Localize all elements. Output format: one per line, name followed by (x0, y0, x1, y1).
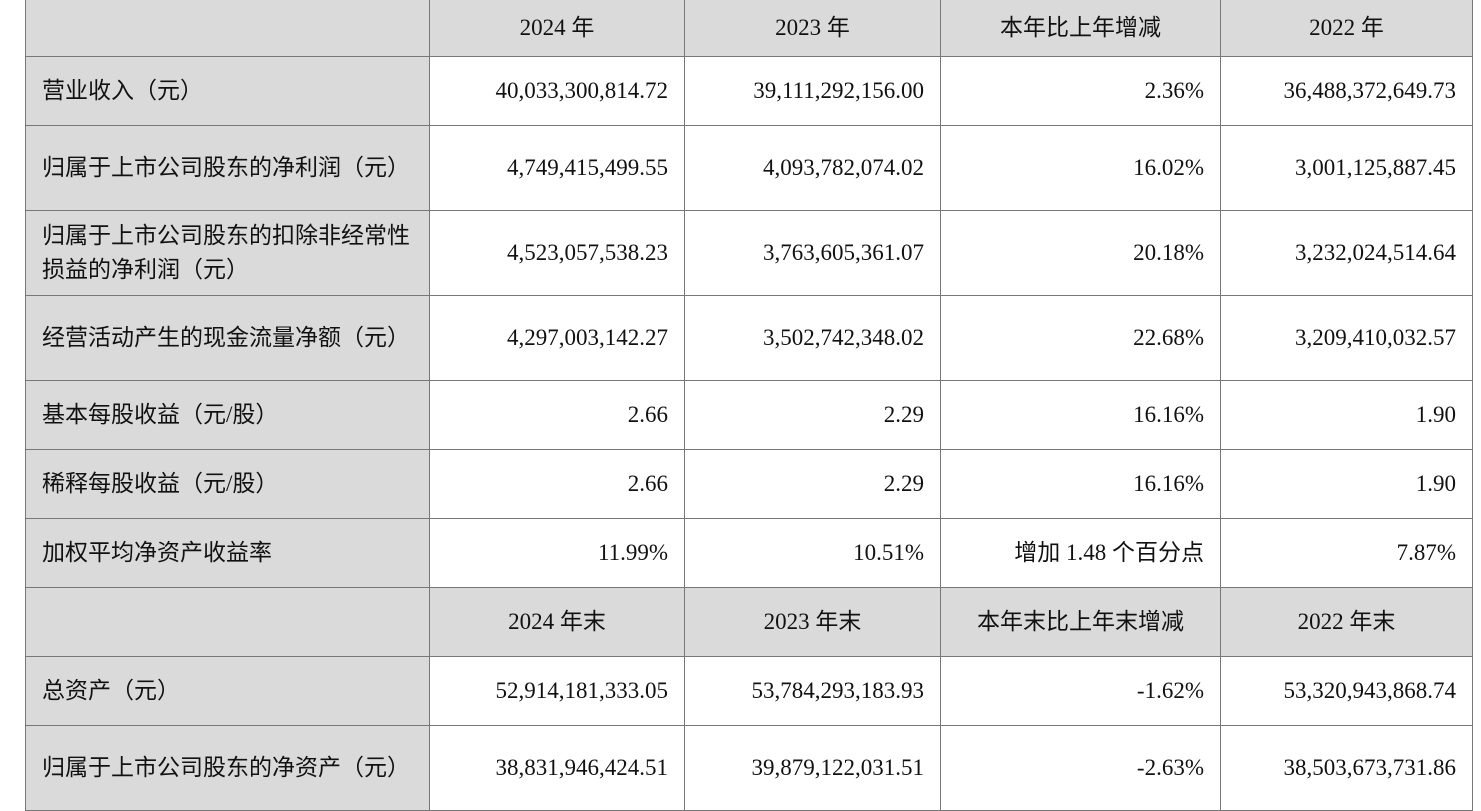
column-header: 2024 年 (429, 0, 685, 57)
row-label: 归属于上市公司股东的扣除非经常性损益的净利润（元） (25, 210, 430, 296)
cell-value: 3,232,024,514.64 (1220, 210, 1473, 296)
table-row: 基本每股收益（元/股） 2.66 2.29 16.16% 1.90 (25, 380, 1473, 450)
row-label: 基本每股收益（元/股） (25, 380, 430, 450)
cell-value: 4,093,782,074.02 (684, 125, 941, 211)
table-row: 归属于上市公司股东的扣除非经常性损益的净利润（元） 4,523,057,538.2… (25, 210, 1473, 296)
column-header: 2023 年末 (684, 587, 941, 657)
cell-value: 3,001,125,887.45 (1220, 125, 1473, 211)
column-header: 2022 年 (1220, 0, 1473, 57)
cell-value: -2.63% (940, 725, 1221, 811)
cell-value: 16.02% (940, 125, 1221, 211)
table-row: 归属于上市公司股东的净利润（元） 4,749,415,499.55 4,093,78… (25, 125, 1473, 211)
table-row: 稀释每股收益（元/股） 2.66 2.29 16.16% 1.90 (25, 449, 1473, 519)
cell-value: 20.18% (940, 210, 1221, 296)
row-label: 稀释每股收益（元/股） (25, 449, 430, 519)
row-label: 营业收入（元） (25, 56, 430, 126)
cell-value: 1.90 (1220, 449, 1473, 519)
cell-value: 3,502,742,348.02 (684, 295, 941, 381)
row-label: 归属于上市公司股东的净资产（元） (25, 725, 430, 811)
cell-value: 2.29 (684, 380, 941, 450)
cell-value: 1.90 (1220, 380, 1473, 450)
cell-value: 增加 1.48 个百分点 (940, 518, 1221, 588)
cell-value: 22.68% (940, 295, 1221, 381)
cell-value: 4,749,415,499.55 (429, 125, 685, 211)
column-header: 2024 年末 (429, 587, 685, 657)
row-label: 归属于上市公司股东的净利润（元） (25, 125, 430, 211)
cell-value: 39,111,292,156.00 (684, 56, 941, 126)
cell-value: 4,523,057,538.23 (429, 210, 685, 296)
cell-value: 2.66 (429, 380, 685, 450)
cell-value: 10.51% (684, 518, 941, 588)
cell-value: 39,879,122,031.51 (684, 725, 941, 811)
table-row: 加权平均净资产收益率 11.99% 10.51% 增加 1.48 个百分点 7.87% (25, 518, 1473, 588)
row-label: 经营活动产生的现金流量净额（元） (25, 295, 430, 381)
header-row: 2024 年末 2023 年末 本年末比上年末增减 2022 年末 (25, 587, 1473, 657)
cell-value: -1.62% (940, 656, 1221, 726)
cell-value: 2.66 (429, 449, 685, 519)
cell-value: 4,297,003,142.27 (429, 295, 685, 381)
column-header (25, 587, 430, 657)
row-label: 加权平均净资产收益率 (25, 518, 430, 588)
cell-value: 38,831,946,424.51 (429, 725, 685, 811)
cell-value: 2.29 (684, 449, 941, 519)
column-header: 2023 年 (684, 0, 941, 57)
column-header: 2022 年末 (1220, 587, 1473, 657)
header-row: 2024 年 2023 年本年比上年增减 2022 年 (25, 0, 1473, 57)
table-row: 归属于上市公司股东的净资产（元） 38,831,946,424.51 39,879,… (25, 725, 1473, 811)
cell-value: 53,784,293,183.93 (684, 656, 941, 726)
cell-value: 3,209,410,032.57 (1220, 295, 1473, 381)
table-row: 营业收入（元） 40,033,300,814.72 39,111,292,156.0… (25, 56, 1473, 126)
cell-value: 52,914,181,333.05 (429, 656, 685, 726)
cell-value: 53,320,943,868.74 (1220, 656, 1473, 726)
financial-summary-table: 2024 年 2023 年本年比上年增减 2022 年营业收入（元） 40,033,3… (25, 0, 1473, 811)
column-header: 本年末比上年末增减 (940, 587, 1221, 657)
table-row: 总资产（元） 52,914,181,333.05 53,784,293,183.93… (25, 656, 1473, 726)
cell-value: 16.16% (940, 380, 1221, 450)
cell-value: 36,488,372,649.73 (1220, 56, 1473, 126)
column-header: 本年比上年增减 (940, 0, 1221, 57)
cell-value: 7.87% (1220, 518, 1473, 588)
table-row: 经营活动产生的现金流量净额（元） 4,297,003,142.27 3,502,74… (25, 295, 1473, 381)
cell-value: 11.99% (429, 518, 685, 588)
cell-value: 3,763,605,361.07 (684, 210, 941, 296)
cell-value: 40,033,300,814.72 (429, 56, 685, 126)
row-label: 总资产（元） (25, 656, 430, 726)
cell-value: 2.36% (940, 56, 1221, 126)
column-header (25, 0, 430, 57)
cell-value: 38,503,673,731.86 (1220, 725, 1473, 811)
cell-value: 16.16% (940, 449, 1221, 519)
